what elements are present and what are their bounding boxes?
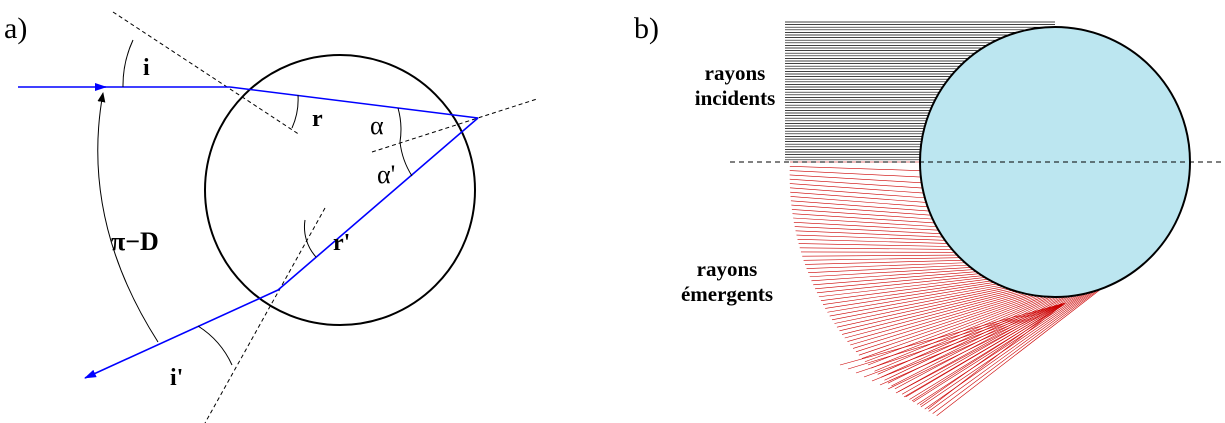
- ray: [817, 276, 982, 293]
- panel-label: a): [4, 12, 27, 45]
- ray: [18, 87, 478, 378]
- ray: [790, 184, 924, 194]
- ray: [792, 209, 933, 219]
- ray: [871, 297, 1047, 368]
- ray: [830, 285, 1001, 316]
- ray: [912, 303, 1065, 401]
- ray: [790, 179, 923, 188]
- ray: [792, 214, 934, 223]
- ray: [796, 235, 945, 240]
- ray: [799, 244, 950, 247]
- ray: [917, 293, 1087, 404]
- panel-label: b): [634, 12, 659, 45]
- angle-label: π−D: [111, 227, 159, 256]
- ray: [872, 303, 1065, 381]
- ray: [800, 248, 952, 250]
- ray: [804, 258, 960, 261]
- caption: rayons: [697, 257, 758, 281]
- ray: [795, 227, 941, 234]
- angle-label: α': [377, 160, 395, 189]
- ray: [827, 284, 997, 312]
- caption: émergents: [681, 282, 773, 306]
- angle-arcs: [98, 40, 412, 365]
- angle-label: i: [143, 55, 150, 81]
- drop: [205, 55, 475, 325]
- ray: [888, 303, 1065, 389]
- angle-label: r: [312, 106, 323, 132]
- panel-a: a) i r α α' r' π−D i': [4, 12, 537, 423]
- ray: [790, 192, 926, 202]
- ray: [790, 166, 920, 170]
- ray: [791, 201, 929, 211]
- caption: rayons: [705, 61, 766, 85]
- angle-label: α: [370, 111, 384, 140]
- figure: a) i r α α' r' π−D i': [0, 0, 1225, 423]
- ray: [790, 188, 925, 198]
- ray: [793, 218, 936, 227]
- angle-label: r': [333, 230, 350, 256]
- ray: [925, 292, 1093, 410]
- normals: [113, 12, 537, 423]
- ray: [850, 294, 1025, 345]
- ray: [791, 196, 928, 206]
- angle-label: i': [170, 365, 183, 391]
- ray: [813, 272, 976, 285]
- ray: [794, 222, 939, 230]
- ray: [937, 289, 1102, 416]
- panel-b: b) rayons incidents rayons émergents: [634, 12, 1222, 416]
- ray: [819, 277, 985, 296]
- ray: [880, 303, 1065, 385]
- ray: [791, 205, 931, 215]
- ray: [881, 297, 1057, 377]
- ray: [802, 255, 957, 256]
- ray: [798, 239, 948, 243]
- caption: incidents: [695, 86, 776, 110]
